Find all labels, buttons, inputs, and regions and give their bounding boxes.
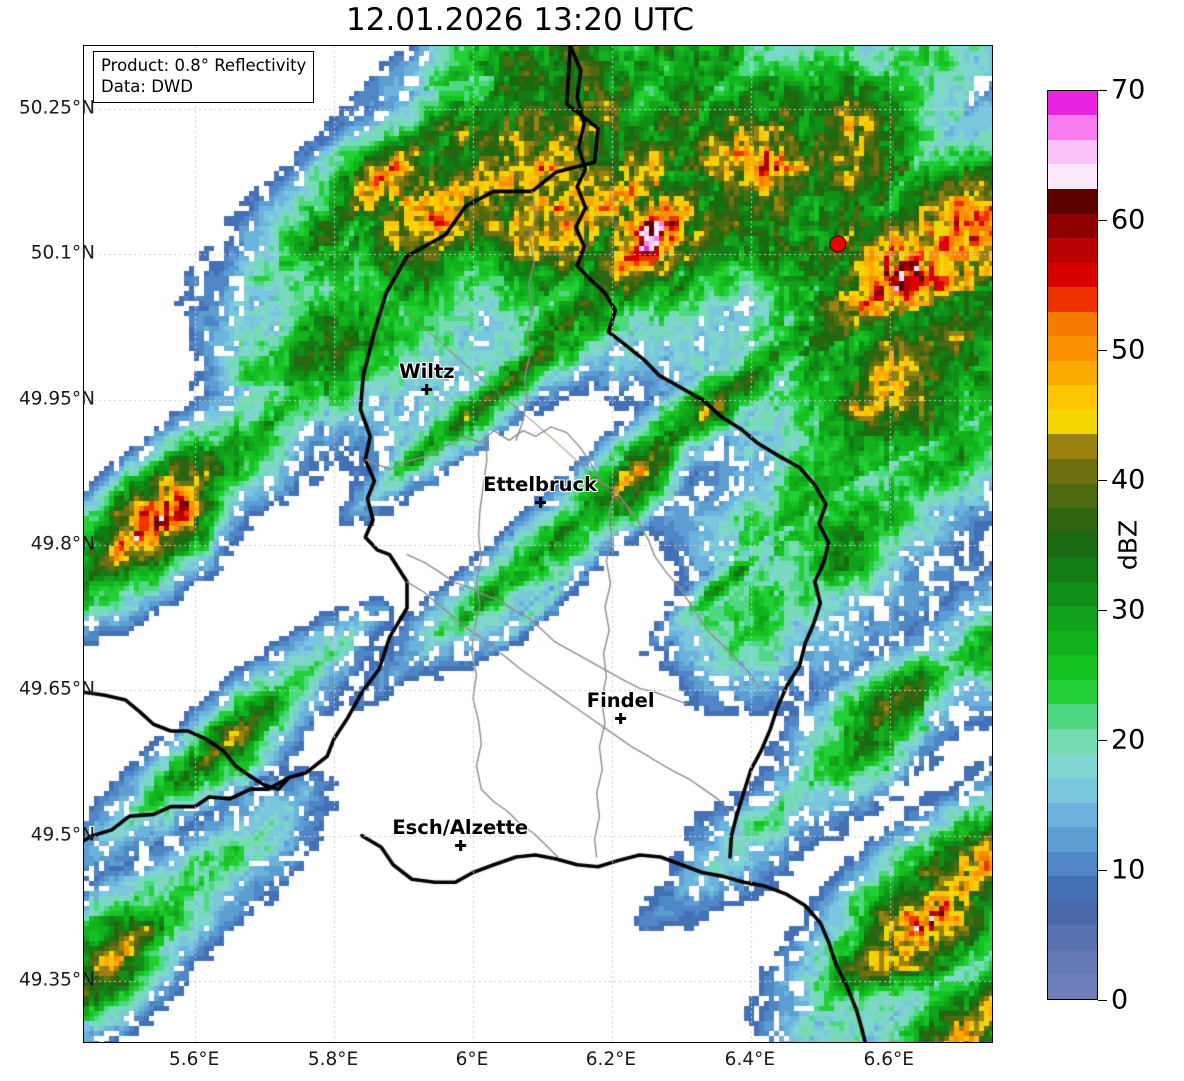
colorbar-band [1048, 949, 1097, 975]
colorbar-axis-label: dBZ [1113, 519, 1143, 571]
x-axis-tick-label: 6°E [455, 1049, 489, 1070]
colorbar-tick-label: 0 [1111, 984, 1129, 1016]
x-axis-tick-label: 5.6°E [168, 1049, 220, 1070]
colorbar-tick-mark [1098, 220, 1107, 221]
colorbar-band [1048, 532, 1097, 558]
colorbar-band [1048, 876, 1097, 901]
colorbar-band [1048, 188, 1097, 214]
colorbar-band [1048, 385, 1097, 410]
colorbar-tick-mark [1098, 740, 1107, 741]
colorbar-band [1048, 164, 1097, 189]
page-title: 12.01.2026 13:20 UTC [346, 2, 694, 38]
y-axis-tick-label: 49.35°N [18, 969, 95, 991]
colorbar-band [1048, 139, 1097, 165]
colorbar-tick-mark [1098, 870, 1107, 871]
colorbar-tick-label: 40 [1111, 464, 1146, 496]
colorbar-band [1048, 974, 1097, 999]
colorbar-band [1048, 90, 1097, 116]
colorbar-band [1048, 557, 1097, 582]
colorbar-band [1048, 851, 1097, 877]
colorbar-tick-label: 60 [1111, 204, 1146, 236]
y-axis-tick-label: 50.25°N [18, 97, 95, 119]
colorbar-tick-mark [1098, 350, 1107, 351]
colorbar-band [1048, 336, 1097, 361]
colorbar-tick-mark [1098, 90, 1107, 91]
colorbar-tick-label: 10 [1111, 854, 1146, 886]
colorbar-band [1048, 360, 1097, 386]
colorbar-band [1048, 728, 1097, 754]
x-axis-tick-label: 6.4°E [724, 1049, 776, 1070]
y-axis-tick-label: 49.5°N [30, 824, 95, 846]
x-axis-tick-label: 6.6°E [863, 1049, 914, 1070]
x-axis-tick-label: 6.2°E [585, 1049, 637, 1070]
product-info-box: Product: 0.8° Reflectivity Data: DWD [93, 51, 315, 104]
colorbar-band [1048, 115, 1097, 140]
radar-station-marker-icon[interactable] [829, 235, 847, 253]
colorbar-band [1048, 925, 1097, 950]
colorbar-band [1048, 213, 1097, 239]
colorbar-band [1048, 508, 1097, 533]
colorbar-band [1048, 679, 1097, 705]
colorbar-band [1048, 630, 1097, 656]
x-axis-tick-label: 5.8°E [307, 1049, 359, 1070]
colorbar-band [1048, 802, 1097, 828]
y-axis-tick-label: 50.1°N [30, 242, 95, 264]
colorbar-tick-mark [1098, 1000, 1107, 1001]
data-source-line: Data: DWD [101, 76, 193, 96]
product-line: Product: 0.8° Reflectivity [101, 56, 307, 75]
colorbar-tick-label: 70 [1111, 74, 1146, 106]
colorbar-tick-mark [1098, 480, 1107, 481]
colorbar-band [1048, 483, 1097, 509]
colorbar-tick-label: 20 [1111, 724, 1146, 756]
colorbar-band [1048, 655, 1097, 680]
colorbar-tick-mark [1098, 610, 1107, 611]
gridlines-layer [84, 46, 992, 1042]
colorbar-band [1048, 287, 1097, 312]
colorbar-band [1048, 778, 1097, 803]
colorbar-band [1048, 311, 1097, 337]
colorbar-tick-label: 30 [1111, 594, 1146, 626]
colorbar-band [1048, 581, 1097, 607]
colorbar-band [1048, 262, 1097, 288]
y-axis-tick-label: 49.8°N [30, 533, 95, 555]
reflectivity-colorbar[interactable] [1047, 90, 1098, 1000]
colorbar-tick-label: 50 [1111, 334, 1146, 366]
y-axis-tick-label: 49.95°N [18, 388, 95, 410]
colorbar-band [1048, 827, 1097, 852]
colorbar-band [1048, 704, 1097, 729]
colorbar-band [1048, 238, 1097, 263]
radar-map-plot[interactable] [83, 45, 993, 1043]
colorbar-band [1048, 458, 1097, 484]
y-axis-tick-label: 49.65°N [18, 678, 95, 700]
colorbar-band [1048, 606, 1097, 631]
colorbar-band [1048, 409, 1097, 435]
colorbar-band [1048, 434, 1097, 459]
colorbar-band [1048, 900, 1097, 926]
colorbar-band [1048, 753, 1097, 779]
